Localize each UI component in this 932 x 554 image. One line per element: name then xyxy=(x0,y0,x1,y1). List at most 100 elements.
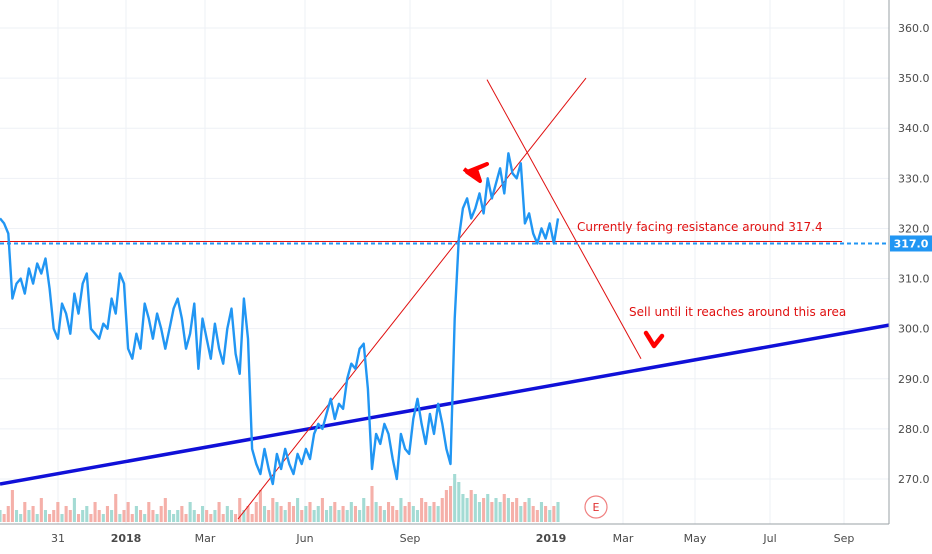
volume-bar xyxy=(457,482,461,522)
volume-bar xyxy=(14,510,19,522)
volume-bar xyxy=(60,514,64,522)
earnings-marker-circle[interactable] xyxy=(584,495,608,519)
volume-bar xyxy=(192,510,196,522)
volume-bar xyxy=(39,498,43,522)
volume-bar xyxy=(312,510,316,522)
volume-bar xyxy=(320,498,324,522)
volume-bar xyxy=(304,506,308,522)
volume-bar xyxy=(432,502,436,522)
volume-bar xyxy=(395,510,399,522)
volume-bar xyxy=(428,506,432,522)
volume-bar xyxy=(114,494,118,522)
volume-bar xyxy=(279,506,283,522)
volume-bar xyxy=(130,514,134,522)
volume-bar xyxy=(329,506,333,522)
volume-bar xyxy=(482,498,486,522)
volume-bar xyxy=(436,506,440,522)
y-tick-label: 360.0 xyxy=(898,22,930,35)
support-trendline xyxy=(0,323,890,486)
volume-bar xyxy=(159,506,163,522)
arrow-target-indicator xyxy=(643,330,665,349)
volume-bar xyxy=(556,502,560,522)
volume-bar xyxy=(6,506,10,522)
drawings xyxy=(0,77,890,520)
volume-bar xyxy=(188,502,192,522)
volume-bar xyxy=(85,506,89,522)
volume-bar xyxy=(415,510,420,522)
volume-bar xyxy=(118,514,122,522)
volume-bar xyxy=(172,514,176,522)
arrow-peak-indicator xyxy=(462,162,489,183)
x-tick-label: Jun xyxy=(295,532,313,545)
x-tick-label: 31 xyxy=(51,532,65,545)
volume-bar xyxy=(291,506,296,522)
price-series xyxy=(0,152,560,486)
x-tick-label: Sep xyxy=(400,532,421,545)
current-price-badge xyxy=(890,235,932,252)
volume-bar xyxy=(440,498,444,522)
volume-bar xyxy=(448,486,453,522)
volume-bar xyxy=(337,510,341,522)
volume-bar xyxy=(196,514,200,522)
volume-bar xyxy=(2,514,6,522)
volume-bar xyxy=(134,506,138,522)
volume-bar xyxy=(498,502,502,522)
volume-bar xyxy=(238,498,242,522)
volume-bar xyxy=(35,514,39,522)
volume-bar xyxy=(296,498,300,522)
volume-bar xyxy=(52,510,56,522)
volume-bar xyxy=(382,510,386,522)
volume-bar xyxy=(97,510,101,522)
rising-trendline xyxy=(237,77,587,520)
volume-bars xyxy=(0,474,560,522)
volume-bar xyxy=(523,502,527,522)
volume-bar xyxy=(217,502,221,522)
volume-bar xyxy=(444,490,448,522)
annotation-resistance: Currently facing resistance around 317.4 xyxy=(577,220,823,234)
volume-bar xyxy=(378,506,382,522)
volume-bar xyxy=(180,506,184,522)
y-tick-label: 300.0 xyxy=(898,323,930,336)
x-tick-label: Mar xyxy=(195,532,216,545)
volume-bar xyxy=(184,514,188,522)
volume-bar xyxy=(370,486,374,522)
volume-bar xyxy=(287,502,291,522)
volume-bar xyxy=(308,502,312,522)
volume-bar xyxy=(362,498,366,522)
x-tick-label: May xyxy=(684,532,707,545)
x-tick-label: 2019 xyxy=(536,532,567,545)
volume-bar xyxy=(27,510,31,522)
x-tick-label: Jul xyxy=(762,532,776,545)
volume-bar xyxy=(420,498,424,522)
volume-bar xyxy=(234,514,238,522)
volume-bar xyxy=(213,510,217,522)
volume-bar xyxy=(271,498,275,522)
volume-bar xyxy=(494,498,498,522)
falling-trendline xyxy=(486,79,642,359)
volume-bar xyxy=(486,494,490,522)
volume-bar xyxy=(48,514,52,522)
volume-bar xyxy=(258,490,262,522)
volume-bar xyxy=(552,506,556,522)
volume-bar xyxy=(349,502,353,522)
volume-bar xyxy=(225,506,229,522)
y-tick-label: 290.0 xyxy=(898,373,930,386)
volume-bar xyxy=(333,502,337,522)
volume-bar xyxy=(548,510,552,522)
volume-bar xyxy=(93,502,97,522)
volume-bar xyxy=(316,506,320,522)
volume-bar xyxy=(163,498,167,522)
volume-bar xyxy=(341,506,345,522)
earnings-marker-label[interactable]: E xyxy=(593,501,600,514)
price-marker: 317.0 xyxy=(0,235,932,252)
volume-bar xyxy=(76,514,81,522)
volume-bar xyxy=(31,506,35,522)
volume-bar xyxy=(105,506,110,522)
volume-bar xyxy=(10,490,14,522)
y-tick-label: 350.0 xyxy=(898,72,930,85)
volume-bar xyxy=(110,510,114,522)
volume-bar xyxy=(275,502,279,522)
